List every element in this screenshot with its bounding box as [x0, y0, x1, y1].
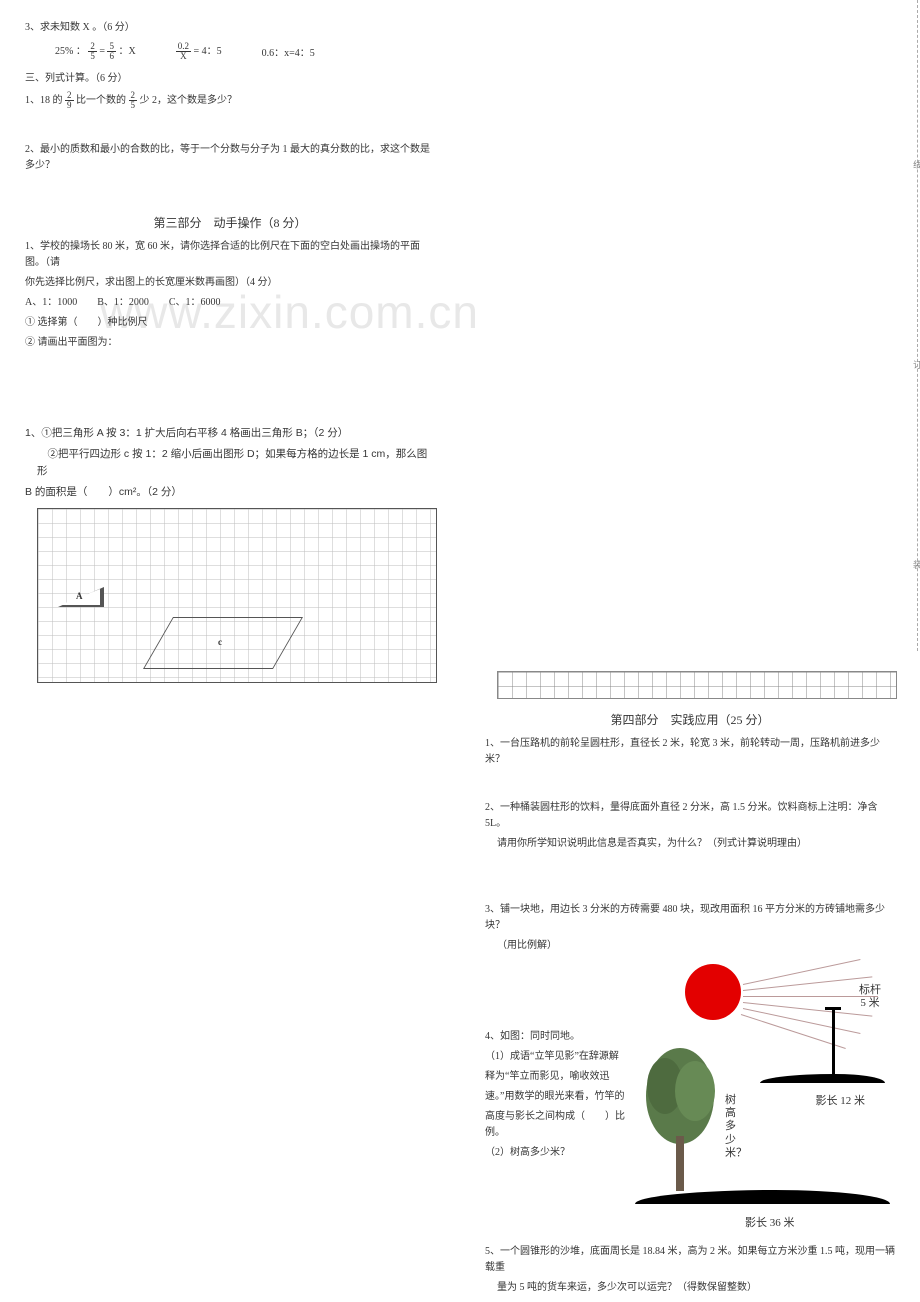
fold-label-3: 装: [911, 560, 920, 569]
sec3-title: 三、列式计算。（6 分）: [25, 71, 435, 87]
eq1: 25% ： 25 = 56 ：X: [55, 42, 136, 61]
r-q1: 1、一台压路机的前轮呈圆柱形，直径长 2 米，轮宽 3 米，前轮转动一周，压路机…: [485, 736, 895, 768]
q3-1-b: 比一个数的: [76, 95, 126, 106]
frac-d: 6: [107, 52, 116, 61]
label-A: A: [76, 591, 83, 601]
r-q5-l1: 5、一个圆锥形的沙堆，底面周长是 18.84 米，高为 2 米。如果每立方米沙重…: [485, 1244, 895, 1276]
q3-1-a: 1、18 的: [25, 95, 63, 106]
shadow36-label: 影长 36 米: [745, 1214, 795, 1230]
r-q2-l2: 请用你所学知识说明此信息是否真实，为什么？（列式计算说明理由）: [485, 836, 895, 852]
sun-ray: [743, 976, 872, 991]
tree-label: 树高多少米？: [725, 1094, 739, 1160]
r-q4-l3: 速。”用数学的眼光来看，竹竿的: [485, 1089, 625, 1105]
p3-q1-l1: 1、学校的操场长 80 米，宽 60 米，请你选择合适的比例尺在下面的空白处画出…: [25, 239, 435, 271]
r-q4-l4: 高度与影长之间构成（ ）比例。: [485, 1109, 625, 1141]
part4-title: 第四部分 实践应用（25 分）: [485, 711, 895, 728]
r-q4-l1: （1）成语“立竿见影”在辞源解: [485, 1049, 625, 1065]
eq2-frac: 0.2X: [176, 42, 191, 61]
grid-diagram: A c: [37, 508, 437, 683]
ground1: [760, 1074, 885, 1083]
answer-grid: [497, 671, 897, 699]
pole-top: [825, 1007, 841, 1010]
fold-label-1: 线: [911, 160, 920, 169]
eq1-eq: =: [99, 46, 105, 57]
r-q5-l2: 量为 5 吨的货车来运，多少次可以运完？（得数保留整数）: [485, 1280, 895, 1296]
r-q4-l5: （2）树高多少米？: [485, 1145, 625, 1161]
q3-1-c: 少 2，这个数是多少？: [140, 95, 238, 106]
eq2: 0.2X = 4：5: [176, 42, 222, 61]
part3-title: 第三部分 动手操作（8 分）: [25, 214, 435, 231]
eq3: 0.6：x=4：5: [262, 44, 315, 59]
fold-label-2: 订: [911, 360, 920, 369]
eq1-frac1: 25: [88, 42, 97, 61]
r-q2-l1: 2、一种桶装圆柱形的饮料，量得底面外直径 2 分米，高 1.5 分米。饮料商标上…: [485, 800, 895, 832]
label-c: c: [218, 637, 222, 647]
q4-text-block: 4、如图：同时同地。 （1）成语“立竿见影”在辞源解 释为“竿立而影见，喻收效迅…: [485, 1029, 625, 1165]
frac-d: 9: [65, 101, 74, 110]
r-q4-title: 4、如图：同时同地。: [485, 1029, 625, 1045]
p3-q2-l1: 1、①把三角形 A 按 3：1 扩大后向右平移 4 格画出三角形 B；（2 分）: [25, 425, 435, 442]
diagram-area: 4、如图：同时同地。 （1）成语“立竿见影”在辞源解 释为“竿立而影见，喻收效迅…: [485, 974, 895, 1244]
q3-1-frac2: 25: [129, 91, 138, 110]
p3-q2-l2: ②把平行四边形 c 按 1：2 缩小后画出图形 D；如果每方格的边长是 1 cm…: [25, 446, 435, 480]
eq1-pre: 25% ：: [55, 46, 86, 57]
eq1-frac2: 56: [107, 42, 116, 61]
pole-shape: [832, 1009, 835, 1077]
p3-q2-l3: B 的面积是（ ）cm²。（2 分）: [25, 484, 435, 501]
pole-label: 标杆 5 米: [855, 984, 885, 1010]
frac-d: X: [176, 52, 191, 61]
q3-2: 2、最小的质数和最小的合数的比，等于一个分数与分子为 1 最大的真分数的比，求这…: [25, 142, 435, 174]
tree-icon: [640, 1046, 720, 1196]
r-q4-l2: 释为“竿立而影见，喻收效迅: [485, 1069, 625, 1085]
frac-d: 5: [88, 52, 97, 61]
r-q3-l1: 3、铺一块地，用边长 3 分米的方砖需要 480 块，现改用面积 16 平方分米…: [485, 902, 895, 934]
p3-q1-c2: ② 请画出平面图为：: [25, 335, 435, 351]
left-page: 3、求未知数 X 。（6 分） 25% ： 25 = 56 ：X 0.2X = …: [10, 0, 450, 651]
p3-q1-c1: ① 选择第（ ）种比例尺: [25, 315, 435, 331]
p3-q1-l2: 你先选择比例尺，求出图上的长宽厘米数再画图）（4 分）: [25, 275, 435, 291]
r-q3-l2: （用比例解）: [485, 938, 895, 954]
frac-d: 5: [129, 101, 138, 110]
equation-row: 25% ： 25 = 56 ：X 0.2X = 4：5 0.6：x=4：5: [25, 42, 435, 61]
q3-title: 3、求未知数 X 。（6 分）: [25, 20, 435, 36]
q3-1: 1、18 的 29 比一个数的 25 少 2，这个数是多少？: [25, 91, 435, 110]
parallelogram-c-shape: [143, 617, 303, 669]
sun-ray: [743, 1002, 872, 1017]
eq2-rest: = 4：5: [193, 46, 221, 57]
p3-q1-opts: A、1：1000 B、1：2000 C、1：6000: [25, 295, 435, 311]
sun-ray: [743, 959, 861, 985]
shadow12-label: 影长 12 米: [816, 1092, 866, 1108]
fold-line: [917, 0, 918, 651]
right-page: 第四部分 实践应用（25 分） 1、一台压路机的前轮呈圆柱形，直径长 2 米，轮…: [470, 651, 910, 1302]
eq1-post: ：X: [118, 46, 135, 57]
sun-icon: [685, 964, 741, 1020]
q3-1-frac1: 29: [65, 91, 74, 110]
